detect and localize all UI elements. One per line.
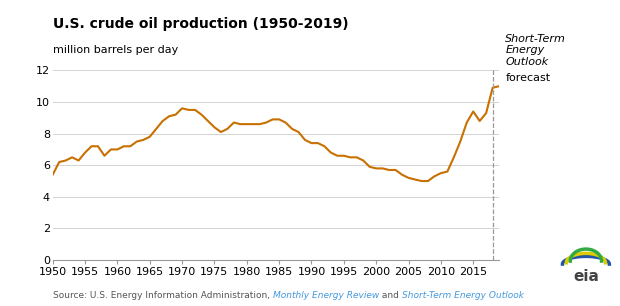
Text: U.S. crude oil production (1950-2019): U.S. crude oil production (1950-2019) [53,17,348,31]
Text: Short-Term
Energy
Outlook: Short-Term Energy Outlook [505,34,566,67]
Text: million barrels per day: million barrels per day [53,45,178,55]
Text: Monthly Energy Review: Monthly Energy Review [273,291,379,300]
Text: Source: U.S. Energy Information Administration,: Source: U.S. Energy Information Administ… [53,291,273,300]
Text: and: and [379,291,402,300]
Text: Short-Term Energy Outlook: Short-Term Energy Outlook [402,291,523,300]
Text: forecast: forecast [505,73,551,84]
Text: eia: eia [573,269,599,284]
